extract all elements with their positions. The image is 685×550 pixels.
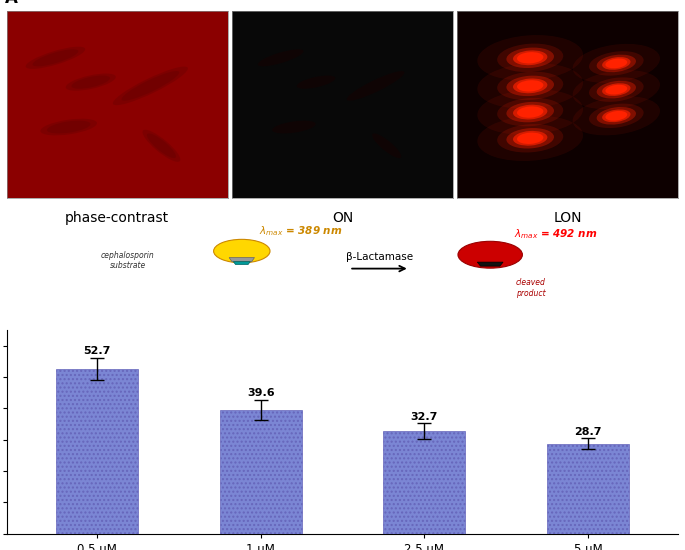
Ellipse shape xyxy=(589,51,644,75)
Ellipse shape xyxy=(602,57,630,70)
Ellipse shape xyxy=(506,128,554,148)
Ellipse shape xyxy=(513,131,547,146)
Ellipse shape xyxy=(513,104,547,119)
Ellipse shape xyxy=(147,134,176,158)
Text: ON: ON xyxy=(332,211,353,226)
Ellipse shape xyxy=(258,50,303,67)
Ellipse shape xyxy=(47,120,90,134)
Ellipse shape xyxy=(497,43,563,72)
Ellipse shape xyxy=(477,63,583,108)
Ellipse shape xyxy=(597,54,636,72)
Ellipse shape xyxy=(113,67,188,105)
Text: $\lambda_{max}$ = 492 nm: $\lambda_{max}$ = 492 nm xyxy=(514,227,597,240)
Text: phase-contrast: phase-contrast xyxy=(65,211,169,226)
Text: 52.7: 52.7 xyxy=(83,346,110,356)
Ellipse shape xyxy=(32,50,78,67)
Ellipse shape xyxy=(372,134,401,158)
Bar xyxy=(56,368,138,534)
Ellipse shape xyxy=(142,130,180,162)
Ellipse shape xyxy=(517,133,543,144)
Text: cephalosporin
substrate: cephalosporin substrate xyxy=(101,250,155,270)
Ellipse shape xyxy=(25,47,85,69)
Ellipse shape xyxy=(606,111,627,120)
Text: $\lambda_{max}$ = 389 nm: $\lambda_{max}$ = 389 nm xyxy=(258,224,342,238)
Text: 32.7: 32.7 xyxy=(411,412,438,422)
Ellipse shape xyxy=(506,47,554,68)
Ellipse shape xyxy=(347,71,405,101)
Ellipse shape xyxy=(602,109,630,122)
Text: A: A xyxy=(5,0,18,7)
Polygon shape xyxy=(477,262,503,266)
Text: LON: LON xyxy=(553,211,582,226)
Ellipse shape xyxy=(606,58,627,68)
Ellipse shape xyxy=(71,75,110,89)
Circle shape xyxy=(214,239,270,263)
Text: 28.7: 28.7 xyxy=(574,426,602,437)
Text: 39.6: 39.6 xyxy=(247,388,275,398)
Ellipse shape xyxy=(477,116,583,161)
Ellipse shape xyxy=(121,71,179,101)
Ellipse shape xyxy=(497,98,563,126)
Ellipse shape xyxy=(272,120,316,134)
Ellipse shape xyxy=(589,78,644,102)
Ellipse shape xyxy=(573,96,660,135)
Ellipse shape xyxy=(513,79,547,94)
Ellipse shape xyxy=(513,51,547,65)
Ellipse shape xyxy=(573,70,660,109)
Ellipse shape xyxy=(517,80,543,91)
Circle shape xyxy=(458,241,523,268)
Ellipse shape xyxy=(497,124,563,152)
Ellipse shape xyxy=(573,44,660,83)
Ellipse shape xyxy=(506,76,554,96)
Text: cleaved
product: cleaved product xyxy=(516,278,545,298)
Ellipse shape xyxy=(597,107,636,125)
Ellipse shape xyxy=(602,83,630,96)
Text: β-Lactamase: β-Lactamase xyxy=(346,251,413,262)
Ellipse shape xyxy=(497,72,563,100)
Ellipse shape xyxy=(589,103,644,128)
Bar xyxy=(384,431,465,534)
Bar xyxy=(547,444,629,534)
Ellipse shape xyxy=(506,102,554,122)
Ellipse shape xyxy=(40,119,97,135)
Ellipse shape xyxy=(606,85,627,95)
Ellipse shape xyxy=(66,74,116,91)
Ellipse shape xyxy=(477,89,583,135)
Ellipse shape xyxy=(517,106,543,118)
Ellipse shape xyxy=(477,35,583,80)
Polygon shape xyxy=(229,257,255,262)
Bar xyxy=(220,410,301,534)
Ellipse shape xyxy=(517,52,543,63)
Ellipse shape xyxy=(297,75,335,89)
Polygon shape xyxy=(234,262,250,265)
Ellipse shape xyxy=(597,81,636,98)
